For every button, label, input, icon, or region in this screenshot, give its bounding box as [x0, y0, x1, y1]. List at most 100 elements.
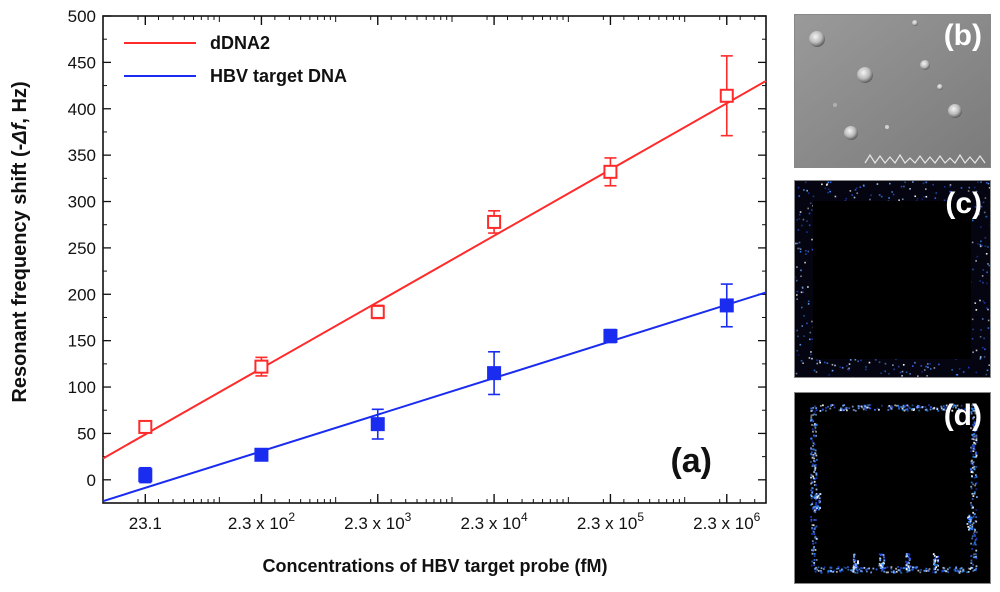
y-tick-label: 100 — [68, 378, 96, 397]
speckle — [906, 555, 909, 557]
speckle — [952, 406, 955, 409]
sem-image — [795, 15, 990, 167]
speckle — [905, 567, 908, 570]
speckle — [973, 553, 975, 556]
speckle — [943, 567, 946, 570]
speckle — [980, 205, 983, 208]
speckle — [861, 570, 864, 573]
speckle — [841, 569, 843, 571]
speckle — [917, 375, 919, 377]
speckle — [955, 406, 957, 409]
speckle — [975, 475, 978, 478]
speckle — [960, 187, 963, 189]
data-point-hbv — [370, 417, 385, 432]
speckle — [872, 567, 875, 570]
speckle — [879, 564, 882, 567]
speckle — [863, 407, 866, 409]
speckle — [855, 187, 858, 189]
speckle — [887, 409, 890, 411]
speckle — [843, 404, 846, 407]
speckle — [986, 369, 989, 372]
speckle — [918, 405, 921, 407]
speckle — [852, 563, 855, 566]
speckle — [810, 518, 813, 521]
speckle — [814, 541, 817, 544]
speckle — [974, 430, 977, 432]
speckle — [814, 511, 817, 514]
speckle — [824, 187, 827, 190]
panel-d-fluorescence-image: (d) — [794, 392, 991, 584]
speckle — [895, 404, 898, 407]
speckle — [934, 568, 937, 570]
speckle — [966, 523, 969, 525]
data-point-hbv — [603, 329, 618, 344]
speckle — [974, 410, 977, 412]
speckle — [812, 527, 815, 530]
speckle — [967, 567, 970, 570]
speckle — [973, 569, 976, 571]
speckle — [916, 197, 919, 200]
speckle — [810, 495, 813, 498]
speckle — [903, 185, 905, 188]
speckle — [882, 564, 884, 567]
speckle — [970, 559, 973, 562]
speckle — [884, 362, 887, 365]
panel-label-c: (c) — [945, 187, 982, 220]
speckle — [971, 241, 974, 244]
speckle — [821, 183, 823, 186]
speckle — [808, 357, 811, 359]
speckle — [932, 553, 935, 556]
speckle — [813, 443, 816, 446]
speckle — [906, 404, 909, 407]
speckle — [865, 409, 868, 412]
speckle — [818, 500, 821, 503]
speckle — [815, 495, 818, 498]
speckle — [979, 245, 982, 248]
speckle — [942, 408, 945, 411]
speckle — [811, 481, 813, 484]
speckle — [812, 549, 815, 552]
speckle — [956, 570, 959, 573]
speckle — [973, 441, 976, 444]
panel-label-d: (d) — [943, 399, 982, 432]
speckle — [814, 519, 817, 521]
speckle — [879, 567, 882, 569]
speckle — [830, 566, 833, 569]
speckle — [969, 521, 972, 524]
speckle — [797, 229, 800, 231]
speckle — [907, 556, 910, 558]
speckle — [970, 471, 973, 473]
speckle — [942, 569, 945, 572]
speckle — [904, 181, 906, 184]
speckle — [972, 453, 975, 456]
speckle — [814, 436, 817, 438]
speckle — [814, 505, 816, 508]
speckle — [949, 184, 952, 186]
speckle — [810, 497, 813, 500]
speckle — [972, 515, 975, 518]
speckle — [954, 569, 957, 572]
speckle — [864, 405, 867, 408]
speckle — [858, 568, 861, 571]
speckle — [800, 359, 803, 362]
speckle — [975, 260, 977, 262]
speckle — [971, 507, 973, 509]
speckle — [855, 563, 858, 566]
speckle — [975, 465, 978, 468]
speckle — [883, 567, 886, 570]
speckle — [860, 359, 862, 362]
speckle — [971, 433, 974, 436]
speckle — [811, 338, 813, 341]
y-tick-label: 500 — [68, 7, 96, 26]
speckle — [851, 405, 854, 408]
speckle — [902, 363, 905, 366]
speckle — [906, 571, 909, 573]
speckle — [960, 404, 963, 407]
speckle — [817, 570, 820, 572]
speckle — [799, 343, 802, 346]
speckle — [901, 198, 904, 201]
speckle — [958, 367, 961, 370]
speckle — [936, 568, 939, 571]
speckle — [810, 461, 812, 463]
speckle — [931, 407, 934, 410]
